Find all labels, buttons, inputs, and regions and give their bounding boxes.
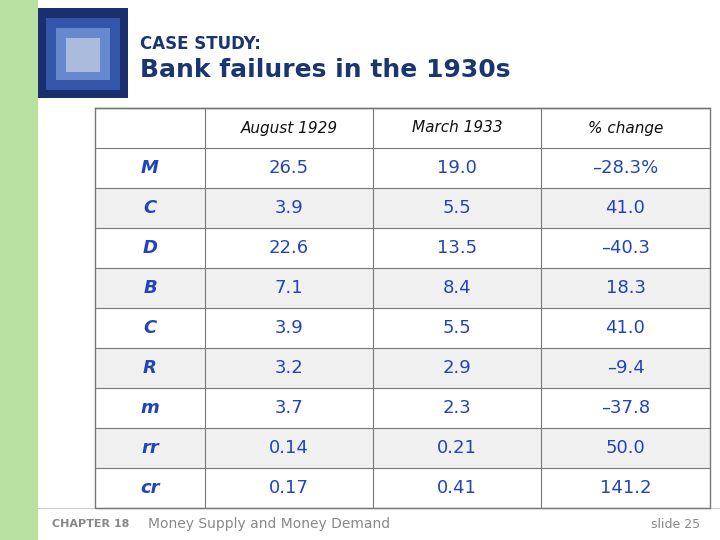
Text: C: C: [143, 319, 157, 337]
Bar: [95, 308, 710, 348]
Text: 3.9: 3.9: [274, 319, 303, 337]
Text: 0.17: 0.17: [269, 479, 309, 497]
Text: 26.5: 26.5: [269, 159, 309, 177]
Text: 8.4: 8.4: [443, 279, 472, 297]
Text: 2.9: 2.9: [443, 359, 472, 377]
Text: 7.1: 7.1: [275, 279, 303, 297]
Bar: [95, 108, 710, 508]
Bar: [95, 268, 710, 308]
Text: 41.0: 41.0: [606, 199, 645, 217]
Text: Bank failures in the 1930s: Bank failures in the 1930s: [140, 58, 510, 82]
Text: 2.3: 2.3: [443, 399, 472, 417]
Bar: [95, 148, 710, 188]
Text: 18.3: 18.3: [606, 279, 646, 297]
Bar: [56, 28, 110, 80]
Text: 0.41: 0.41: [437, 479, 477, 497]
Text: 0.14: 0.14: [269, 439, 309, 457]
Bar: [0, 0, 38, 540]
Bar: [95, 388, 710, 428]
Text: 50.0: 50.0: [606, 439, 645, 457]
Text: C: C: [143, 199, 157, 217]
Text: 3.7: 3.7: [274, 399, 303, 417]
Text: August 1929: August 1929: [240, 120, 338, 136]
Text: 141.2: 141.2: [600, 479, 652, 497]
Bar: [95, 468, 710, 508]
Bar: [95, 428, 710, 468]
Text: CASE STUDY:: CASE STUDY:: [140, 35, 261, 53]
Text: 13.5: 13.5: [437, 239, 477, 257]
Bar: [66, 38, 100, 72]
Bar: [95, 108, 710, 148]
Text: 5.5: 5.5: [443, 319, 472, 337]
Text: rr: rr: [141, 439, 159, 457]
Bar: [95, 188, 710, 228]
Text: –40.3: –40.3: [601, 239, 650, 257]
Text: D: D: [143, 239, 158, 257]
Text: 41.0: 41.0: [606, 319, 645, 337]
Text: 5.5: 5.5: [443, 199, 472, 217]
Text: slide 25: slide 25: [651, 517, 700, 530]
Bar: [95, 348, 710, 388]
Text: –37.8: –37.8: [601, 399, 650, 417]
Text: m: m: [140, 399, 159, 417]
Text: 3.9: 3.9: [274, 199, 303, 217]
Text: March 1933: March 1933: [412, 120, 503, 136]
Text: Money Supply and Money Demand: Money Supply and Money Demand: [148, 517, 390, 531]
Text: B: B: [143, 279, 157, 297]
Text: R: R: [143, 359, 157, 377]
Text: % change: % change: [588, 120, 663, 136]
Text: –9.4: –9.4: [607, 359, 644, 377]
Text: M: M: [141, 159, 159, 177]
Text: 0.21: 0.21: [437, 439, 477, 457]
Text: –28.3%: –28.3%: [593, 159, 659, 177]
Text: CHAPTER 18: CHAPTER 18: [52, 519, 130, 529]
Text: 19.0: 19.0: [437, 159, 477, 177]
Bar: [38, 8, 128, 98]
Bar: [46, 18, 120, 90]
Text: 22.6: 22.6: [269, 239, 309, 257]
Text: 3.2: 3.2: [274, 359, 303, 377]
Bar: [95, 228, 710, 268]
Text: cr: cr: [140, 479, 160, 497]
